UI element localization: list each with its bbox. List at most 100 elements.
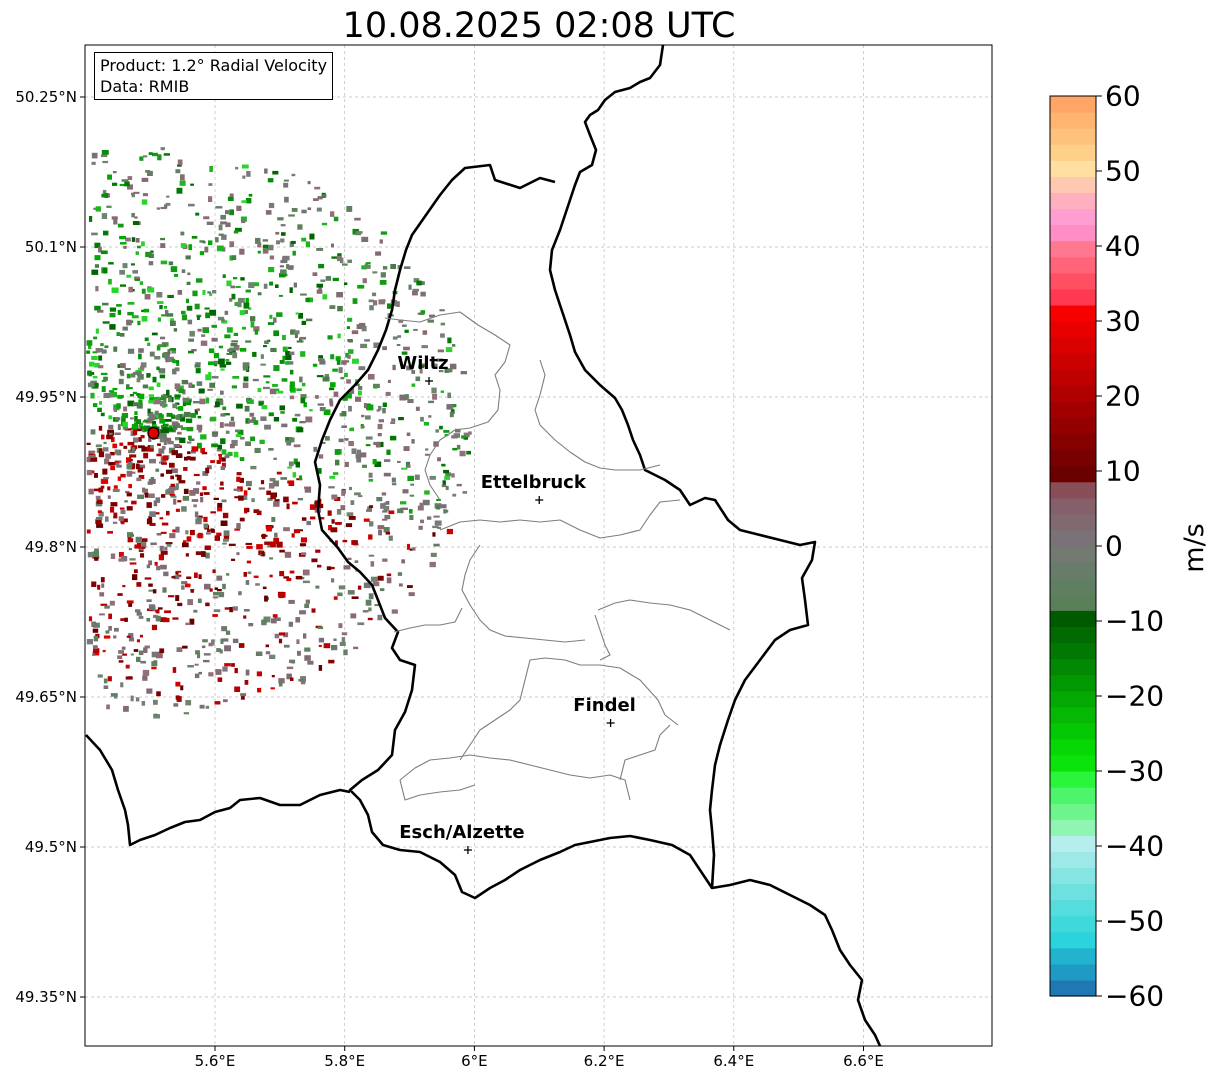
echo-pixel [131, 237, 136, 242]
echo-pixel [253, 509, 260, 513]
echo-pixel [238, 591, 242, 596]
echo-pixel [321, 441, 326, 444]
echo-pixel [196, 516, 202, 522]
echo-pixel [300, 537, 308, 543]
echo-pixel [168, 595, 175, 598]
echo-pixel [180, 243, 187, 248]
echo-pixel [100, 372, 108, 375]
echo-pixel [381, 492, 387, 496]
echo-pixel [436, 498, 441, 501]
echo-pixel [301, 237, 307, 242]
echo-pixel [129, 459, 133, 462]
echo-pixel [358, 495, 363, 498]
echo-pixel [248, 307, 252, 310]
echo-pixel [101, 434, 105, 440]
echo-pixel [184, 411, 191, 418]
echo-pixel [156, 382, 161, 388]
echo-pixel [95, 286, 99, 292]
echo-pixel [160, 473, 164, 477]
echo-pixel [163, 440, 167, 445]
france-germany-border [711, 878, 882, 1047]
echo-pixel [94, 305, 101, 311]
echo-pixel [137, 460, 144, 463]
echo-pixel [411, 370, 416, 374]
echo-pixel [229, 607, 234, 613]
echo-pixel [328, 525, 333, 531]
echo-pixel [103, 685, 109, 689]
echo-pixel [140, 365, 145, 370]
echo-pixel [224, 607, 230, 610]
echo-pixel [237, 301, 242, 308]
echo-pixel [157, 154, 162, 161]
echo-pixel [141, 445, 146, 452]
echo-pixel [266, 490, 271, 495]
echo-pixel [341, 490, 346, 496]
echo-pixel [335, 522, 341, 525]
echo-pixel [92, 628, 99, 633]
echo-pixel [119, 507, 125, 510]
echo-pixel [104, 345, 109, 349]
echo-pixel [445, 347, 453, 353]
echo-pixel [409, 548, 413, 551]
echo-pixel [252, 378, 259, 382]
echo-pixel [98, 355, 103, 361]
echo-pixel [360, 343, 368, 349]
echo-pixel [151, 661, 156, 667]
echo-pixel [101, 349, 107, 354]
echo-pixel [441, 463, 446, 467]
echo-pixel [243, 309, 248, 314]
echo-pixel [143, 452, 149, 459]
echo-pixel [342, 396, 348, 401]
echo-pixel [165, 489, 171, 495]
echo-pixel [200, 447, 205, 453]
echo-pixel [94, 473, 98, 478]
echo-pixel [167, 356, 174, 363]
echo-pixel [196, 481, 201, 485]
echo-pixel [347, 259, 352, 263]
echo-pixel [363, 403, 367, 409]
echo-pixel [159, 517, 164, 520]
echo-pixel [443, 430, 450, 433]
echo-pixel [288, 214, 295, 217]
colorbar-segment [1050, 642, 1096, 660]
echo-pixel [217, 444, 222, 450]
echo-pixel [289, 381, 295, 387]
echo-pixel [369, 305, 374, 311]
echo-pixel [280, 411, 285, 414]
lat-tick-label: 49.8°N [24, 538, 77, 556]
echo-pixel [148, 414, 156, 420]
echo-pixel [385, 391, 391, 396]
echo-pixel [407, 399, 414, 403]
echo-pixel [155, 468, 160, 472]
echo-pixel [304, 647, 311, 652]
canton-border [459, 659, 531, 761]
echo-pixel [233, 230, 239, 234]
echo-pixel [246, 171, 251, 177]
echo-pixel [203, 516, 208, 523]
echo-pixel [218, 457, 226, 462]
echo-pixel [224, 334, 231, 339]
echo-pixel [169, 462, 175, 468]
echo-pixel [113, 485, 118, 489]
echo-pixel [398, 319, 404, 323]
echo-pixel [412, 290, 418, 296]
echo-pixel [230, 343, 238, 347]
echo-pixel [278, 294, 283, 297]
echo-pixel [140, 660, 146, 664]
echo-pixel [234, 668, 238, 674]
echo-pixel [242, 362, 250, 368]
echo-pixel [451, 473, 455, 478]
echo-pixel [196, 381, 203, 386]
echo-pixel [124, 617, 128, 622]
echo-pixel [111, 216, 118, 220]
echo-pixel [211, 376, 219, 379]
echo-pixel [213, 609, 221, 613]
colorbar-tick-label: 30 [1105, 304, 1141, 338]
echo-pixel [173, 575, 180, 580]
echo-pixel [316, 375, 324, 378]
echo-pixel [280, 224, 286, 227]
echo-pixel [229, 193, 234, 197]
echo-pixel [279, 273, 286, 278]
echo-pixel [368, 607, 372, 612]
echo-pixel [409, 515, 414, 520]
